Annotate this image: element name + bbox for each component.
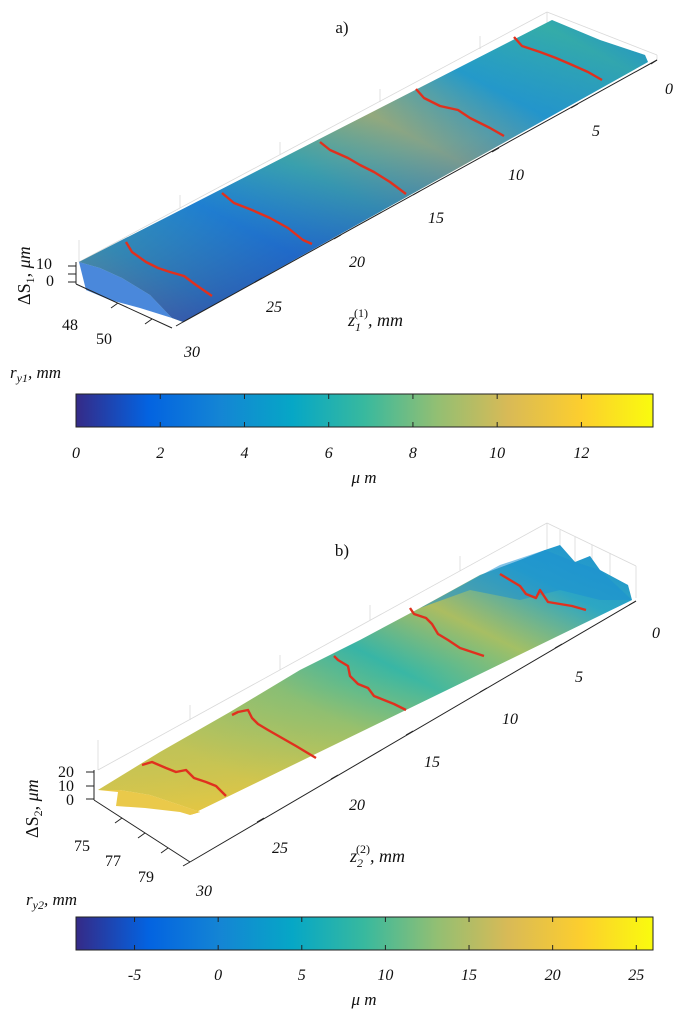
x-tick-b-5: 25 xyxy=(272,840,288,857)
y-tick-b-0: 75 xyxy=(74,838,90,855)
panel-a-y-label: ry1, mm xyxy=(10,363,61,385)
colorbar-b-tick-label-2: 5 xyxy=(298,967,306,984)
z-tick-b-0: 20 xyxy=(58,764,74,781)
panel-a-x-axis xyxy=(175,59,658,327)
x-tick-a-3: 15 xyxy=(428,210,444,227)
red-line-b-4 xyxy=(409,607,485,658)
panel-b-x-axis xyxy=(182,600,637,867)
colorbar-b-ticks: -5 0 5 10 15 20 25 xyxy=(128,917,644,984)
x-tick-a-2: 10 xyxy=(508,167,524,184)
colorbar-a-bar xyxy=(75,393,654,428)
panel-b-surface xyxy=(98,545,632,815)
z-tick-a-0: 10 xyxy=(36,256,52,273)
x-tick-a-5: 25 xyxy=(266,299,282,316)
colorbar-b-label: μ m xyxy=(350,990,376,1009)
panel-b-y-tick-labels: 75 77 79 xyxy=(74,838,154,886)
red-line-a-2 xyxy=(221,192,313,246)
colorbar-b-tick-label-3: 10 xyxy=(377,967,393,984)
red-line-a-3 xyxy=(319,141,407,195)
panel-b-colorbar: -5 0 5 10 15 20 25 μ m xyxy=(75,916,654,1009)
colorbar-b-tick-label-6: 25 xyxy=(628,967,644,984)
red-line-b-2 xyxy=(231,708,317,760)
panel-a-y-tick-labels: 48 50 xyxy=(62,317,112,348)
y-tick-b-2: 79 xyxy=(138,869,154,886)
x-tick-b-4: 20 xyxy=(349,797,365,814)
x-tick-b-2: 10 xyxy=(502,711,518,728)
colorbar-a-tick-label-0: 0 xyxy=(72,445,80,462)
x-tick-b-1: 5 xyxy=(575,669,583,686)
red-line-b-5 xyxy=(499,572,587,612)
panel-a: a) xyxy=(10,11,673,487)
x-tick-b-6: 30 xyxy=(195,883,212,900)
z-tick-a-1: 0 xyxy=(46,273,54,290)
colorbar-b-tick-label-0: -5 xyxy=(128,967,141,984)
panel-b-red-lines xyxy=(141,572,587,797)
colorbar-b-tick-label-1: 0 xyxy=(214,967,222,984)
colorbar-a-tick-label-2: 4 xyxy=(240,445,248,462)
y-tick-b-1: 77 xyxy=(105,853,121,870)
red-line-a-4 xyxy=(415,88,505,138)
y-tick-a-1: 50 xyxy=(96,331,112,348)
y-tick-a-0: 48 xyxy=(62,317,78,334)
colorbar-b-tick-label-5: 20 xyxy=(545,967,561,984)
x-tick-a-0: 0 xyxy=(665,81,673,98)
colorbar-b-bar xyxy=(75,916,654,951)
panel-a-x-label: z1(1), mm xyxy=(347,306,403,334)
panel-b-label: b) xyxy=(335,541,349,560)
colorbar-a-tick-label-1: 2 xyxy=(156,445,164,462)
colorbar-a-tick-label-5: 10 xyxy=(489,445,505,462)
panel-b-x-tick-labels: 0 5 10 15 20 25 30 xyxy=(195,625,660,900)
z-tick-b-2: 0 xyxy=(66,792,74,809)
panel-a-grid xyxy=(78,11,658,263)
panel-b-z-label: ΔS2, μm xyxy=(22,779,45,838)
panel-b-x-label: z2(2), mm xyxy=(349,842,405,870)
panel-a-z-label: ΔS1, μm xyxy=(14,246,37,305)
red-line-a-1 xyxy=(124,241,213,297)
colorbar-a-tick-label-3: 6 xyxy=(325,445,333,462)
red-line-a-5 xyxy=(513,36,603,82)
panel-b-y-label: ry2, mm xyxy=(26,890,77,912)
colorbar-a-ticks: 0 2 4 6 8 10 12 xyxy=(72,394,589,462)
panel-a-colorbar: 0 2 4 6 8 10 12 μ m xyxy=(72,393,654,487)
x-tick-a-6: 30 xyxy=(183,344,200,361)
panel-b-z-tick-labels: 20 10 0 xyxy=(58,764,74,809)
panel-a-z-tick-labels: 10 0 xyxy=(36,256,54,290)
panel-a-y-axis xyxy=(75,283,173,329)
panel-a-z-axis xyxy=(68,262,77,284)
panel-a-x-tick-labels: 0 5 10 15 20 25 30 xyxy=(183,81,673,361)
panel-b-grid xyxy=(97,522,637,771)
x-tick-a-1: 5 xyxy=(592,123,600,140)
panel-a-surface xyxy=(79,20,648,322)
colorbar-a-tick-label-6: 12 xyxy=(573,445,589,462)
x-tick-b-0: 0 xyxy=(652,625,660,642)
panel-a-label: a) xyxy=(335,18,348,37)
panel-b-y-axis xyxy=(93,799,191,863)
panel-a-red-lines xyxy=(124,36,603,297)
panel-b: b) xyxy=(22,522,660,1009)
z-tick-b-1: 10 xyxy=(58,778,74,795)
panel-b-z-axis xyxy=(86,770,95,800)
x-tick-b-3: 15 xyxy=(424,754,440,771)
red-line-b-3 xyxy=(333,655,407,712)
x-tick-a-4: 20 xyxy=(349,254,365,271)
colorbar-a-tick-label-4: 8 xyxy=(409,445,417,462)
colorbar-b-tick-label-4: 15 xyxy=(461,967,477,984)
red-line-b-1 xyxy=(141,760,227,797)
colorbar-a-label: μ m xyxy=(350,468,376,487)
